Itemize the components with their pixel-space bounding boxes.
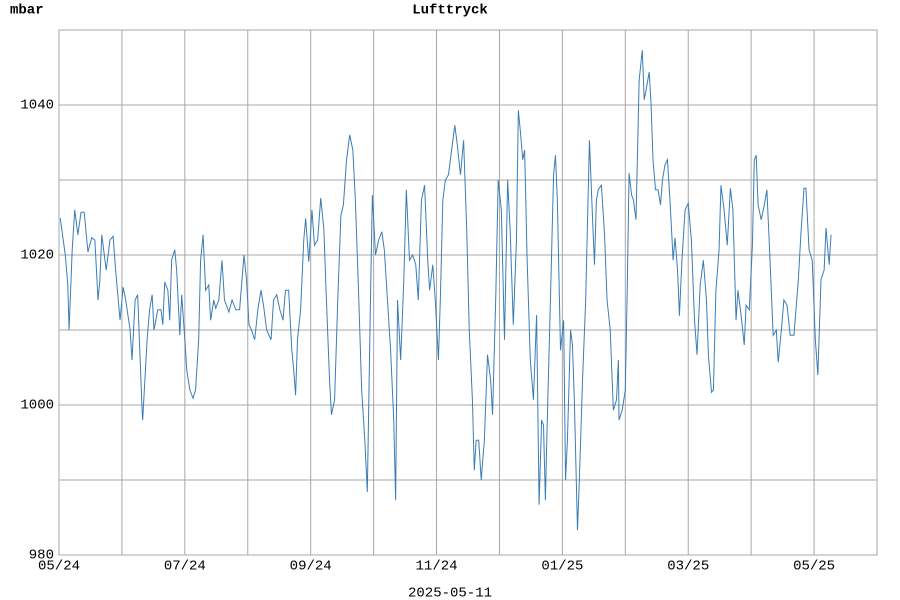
chart-title: Lufttryck [412,3,488,19]
x-tick-label: 09/24 [290,559,332,575]
y-tick-label: 1000 [20,398,54,414]
x-tick-label: 03/25 [667,559,709,575]
y-tick-label: 1020 [20,248,54,264]
data-line [59,50,832,531]
x-tick-label: 01/25 [541,559,583,575]
x-tick-label: 07/24 [164,559,206,575]
y-axis-label: mbar [10,3,44,19]
x-tick-label: 11/24 [416,559,458,575]
y-tick-label: 980 [29,548,54,564]
x-tick-label: 05/25 [793,559,835,575]
x-axis-label: 2025-05-11 [408,586,492,600]
y-tick-label: 1040 [20,98,54,114]
x-tick-label: 05/24 [38,559,80,575]
